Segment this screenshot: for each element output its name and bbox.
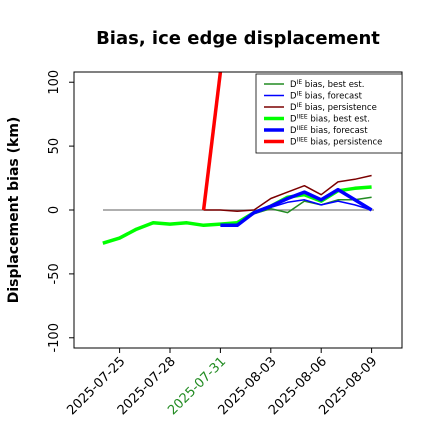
legend-label-2: DIE bias, forecast bbox=[290, 91, 363, 102]
series-layer bbox=[102, 72, 373, 245]
series-line-5 bbox=[220, 187, 373, 228]
legend-label-5: DIIEE bias, forecast bbox=[290, 125, 368, 136]
chart-title: Bias, ice edge displacement bbox=[96, 28, 380, 49]
legend-label-4: DIIEE bias, best est. bbox=[290, 114, 370, 125]
y-tick-label: -100 bbox=[47, 323, 62, 353]
legend-label-3: DIE bias, persistence bbox=[290, 102, 377, 113]
y-tick-label: 0 bbox=[47, 206, 62, 214]
y-tick-label: -50 bbox=[47, 263, 62, 284]
legend-label-1: DIE bias, best est. bbox=[290, 79, 364, 90]
legend: DIE bias, best est.DIE bias, forecastDIE… bbox=[255, 73, 403, 154]
y-axis-label: Displacement bias (km) bbox=[6, 117, 22, 304]
y-tick-label: 100 bbox=[47, 70, 62, 95]
series-line-3 bbox=[203, 174, 372, 213]
series-line-6 bbox=[201, 72, 223, 211]
y-tick-label: 50 bbox=[47, 138, 62, 155]
legend-label-6: DIIEE bias, persistence bbox=[290, 137, 382, 148]
